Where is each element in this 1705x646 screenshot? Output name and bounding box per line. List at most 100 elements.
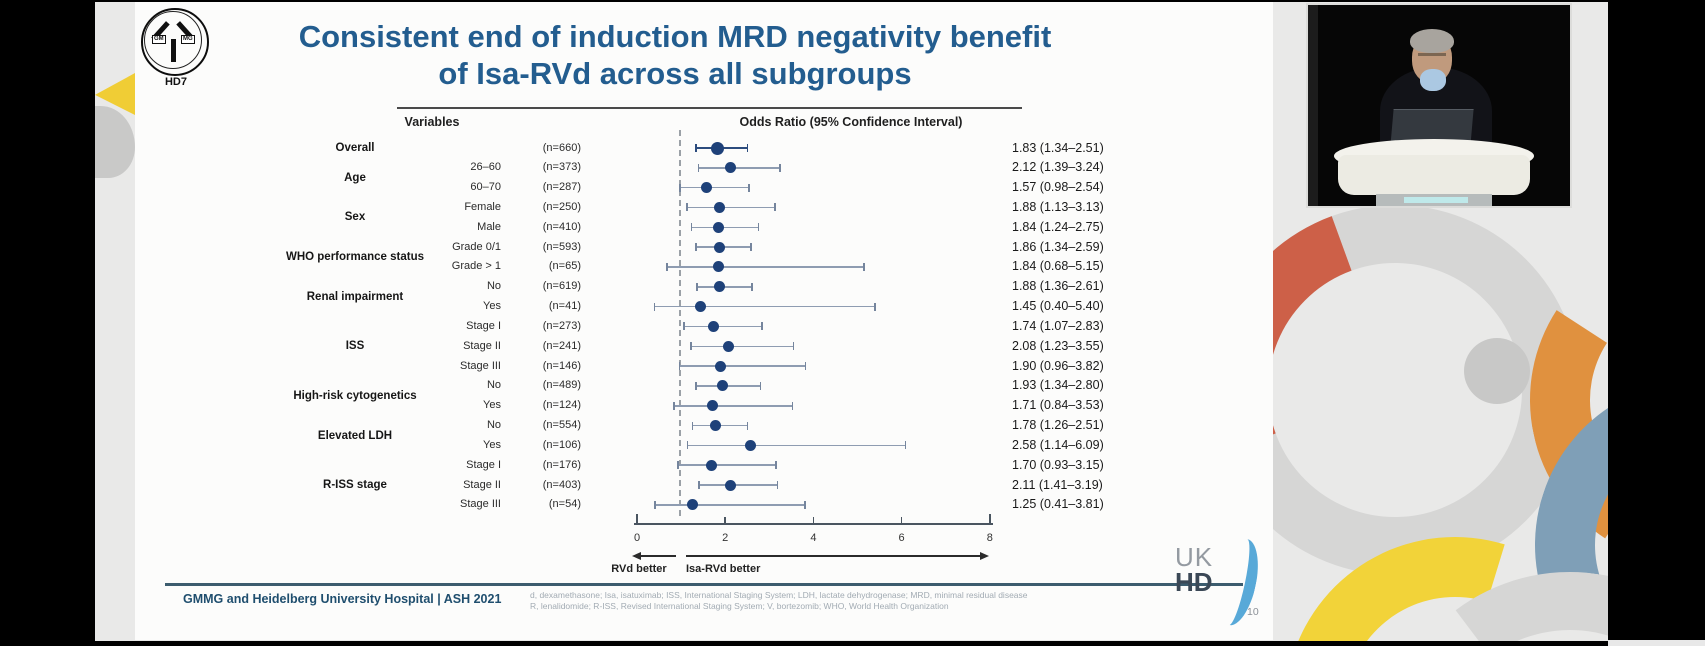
logo-outer-circle xyxy=(141,8,209,76)
bottom-right-sliver xyxy=(1608,640,1705,646)
or-ci-value: 2.08 (1.23–3.55) xyxy=(1012,338,1104,353)
subgroup-label: Stage III xyxy=(460,359,501,372)
ci-line xyxy=(654,305,876,308)
rvd-better-label: RVd better xyxy=(611,563,667,575)
group-label: Age xyxy=(344,171,366,184)
subgroup-label: Stage III xyxy=(460,498,501,511)
podium-pedestal-screen xyxy=(1404,197,1468,203)
decor-gray-circle xyxy=(1464,338,1530,404)
ci-line xyxy=(684,325,762,328)
podium-body xyxy=(1338,155,1530,195)
ci-cap-low xyxy=(683,322,685,331)
or-ci-value: 1.71 (0.84–3.53) xyxy=(1012,398,1104,413)
decor-gray-blob-left xyxy=(95,106,135,178)
ci-line xyxy=(691,345,794,348)
n-count-label: (n=250) xyxy=(542,200,581,213)
or-point xyxy=(700,182,712,194)
subgroup-label: Male xyxy=(477,220,501,233)
ci-cap-low xyxy=(691,421,694,430)
axis-tick-label: 0 xyxy=(633,532,641,544)
group-label: High-risk cytogenetics xyxy=(293,389,417,402)
ci-cap-high xyxy=(804,362,807,371)
or-point xyxy=(724,479,736,491)
ci-cap-low xyxy=(690,342,692,351)
left-arrow-shaft xyxy=(641,555,676,557)
logo-hd7-label: HD7 xyxy=(164,76,187,88)
ci-cap-high xyxy=(746,421,749,430)
or-point xyxy=(723,340,735,352)
ci-cap-high xyxy=(863,262,865,271)
or-ci-value: 1.57 (0.98–2.54) xyxy=(1012,180,1104,195)
or-ci-value: 1.93 (1.34–2.80) xyxy=(1012,378,1104,393)
group-label: R-ISS stage xyxy=(323,479,387,492)
ci-cap-high xyxy=(774,203,776,212)
ci-cap-low xyxy=(673,401,675,410)
subgroup-label: Yes xyxy=(483,300,501,313)
ci-cap-low xyxy=(686,441,689,450)
or-ci-value: 1.84 (1.24–2.75) xyxy=(1012,219,1104,234)
speaker-mask xyxy=(1420,69,1446,91)
or-ci-value: 1.25 (0.41–3.81) xyxy=(1012,497,1104,512)
or-ci-value: 1.86 (1.34–2.59) xyxy=(1012,239,1104,254)
footnote-abbreviations-line2: R, lenalidomide; R-ISS, Revised Internat… xyxy=(530,601,949,611)
subgroup-label: No xyxy=(486,379,501,392)
ci-cap-low xyxy=(654,500,656,509)
subgroup-label: Grade 0/1 xyxy=(452,240,501,253)
ci-cap-low xyxy=(697,163,700,172)
ci-cap-low xyxy=(690,223,693,232)
ci-line xyxy=(679,365,806,367)
n-count-label: (n=241) xyxy=(542,339,581,352)
subgroup-label: No xyxy=(486,280,501,293)
or-ci-value: 2.12 (1.39–3.24) xyxy=(1012,160,1104,175)
ci-cap-high xyxy=(904,441,907,450)
axis-tick-label: 2 xyxy=(722,532,729,544)
ci-line xyxy=(680,186,749,189)
footer-source-text: GMMG and Heidelberg University Hospital … xyxy=(183,592,502,606)
ukhd-logo-hd: HD xyxy=(1175,567,1213,597)
or-ci-value: 1.88 (1.36–2.61) xyxy=(1012,279,1104,294)
ci-cap-high xyxy=(751,282,753,291)
or-point xyxy=(706,400,718,412)
subgroup-label: Stage II xyxy=(463,339,501,352)
ci-cap-low xyxy=(686,203,688,212)
or-point xyxy=(724,162,736,174)
ci-cap-low xyxy=(666,262,668,271)
n-count-label: (n=287) xyxy=(542,181,581,194)
group-label: Elevated LDH xyxy=(317,429,393,442)
ci-cap-low xyxy=(695,144,697,152)
group-label: Renal impairment xyxy=(306,290,404,303)
n-count-label: (n=660) xyxy=(542,141,581,154)
logo-gm-label: GM xyxy=(152,35,166,44)
axis-tick xyxy=(636,514,638,523)
ci-line xyxy=(674,404,793,407)
ci-cap-low xyxy=(698,481,700,490)
or-point xyxy=(712,261,724,273)
ci-cap-high xyxy=(748,183,750,192)
ci-line xyxy=(686,206,776,209)
or-point xyxy=(686,499,698,511)
reference-line-or-1 xyxy=(679,130,681,516)
ci-line xyxy=(696,385,761,387)
ci-line xyxy=(678,464,776,467)
or-point xyxy=(716,380,728,392)
ci-cap-high xyxy=(776,481,779,490)
logo-inner-circle xyxy=(144,11,202,69)
axis-tick-label: 8 xyxy=(986,532,993,544)
slide-page-number: 10 xyxy=(1247,606,1259,618)
axis-tick xyxy=(989,514,991,523)
left-arrow-head xyxy=(632,551,641,560)
axis-tick xyxy=(812,517,815,523)
or-ci-value: 1.83 (1.34–2.51) xyxy=(1012,140,1104,155)
or-point xyxy=(714,281,726,293)
or-point xyxy=(706,459,718,471)
n-count-label: (n=373) xyxy=(542,161,581,174)
or-point xyxy=(714,201,726,213)
ci-cap-low xyxy=(696,282,698,291)
or-point xyxy=(745,439,757,451)
isa-rvd-better-label: Isa-RVd better xyxy=(686,563,761,575)
logo-mg-label: MG xyxy=(181,35,195,44)
ci-line xyxy=(691,226,759,229)
or-ci-value: 1.78 (1.26–2.51) xyxy=(1012,418,1104,433)
ci-cap-high xyxy=(746,144,749,152)
